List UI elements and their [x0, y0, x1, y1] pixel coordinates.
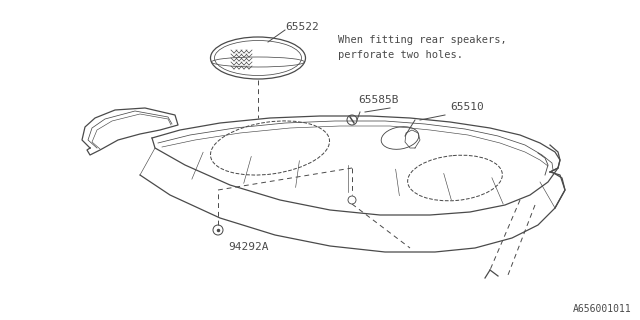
Text: 65585B: 65585B	[358, 95, 399, 105]
Text: 94292A: 94292A	[228, 242, 269, 252]
Text: 65510: 65510	[450, 102, 484, 112]
Text: A656001011: A656001011	[573, 304, 632, 314]
Text: When fitting rear speakers,
perforate two holes.: When fitting rear speakers, perforate tw…	[338, 35, 507, 60]
Text: 65522: 65522	[285, 22, 319, 32]
